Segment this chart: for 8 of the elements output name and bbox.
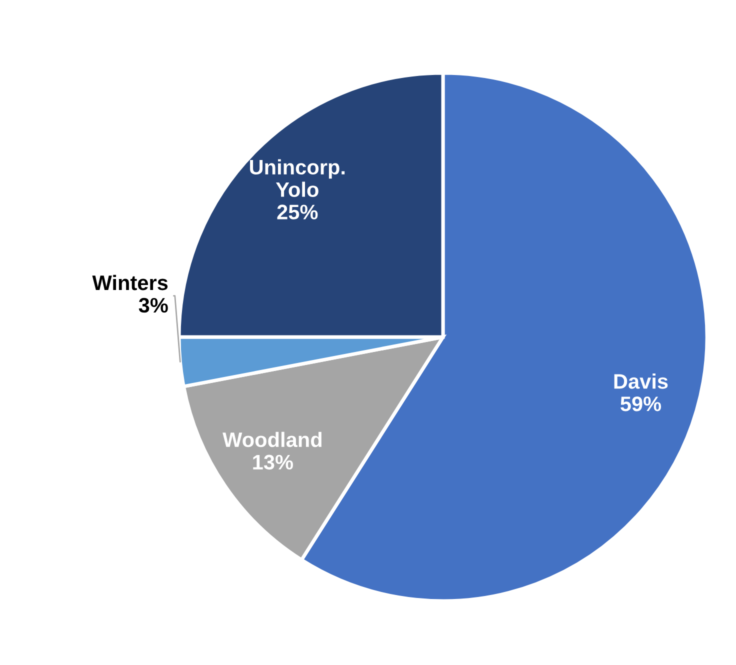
data-label: 59%	[620, 396, 662, 412]
data-label: 3%	[138, 298, 168, 313]
slice-label: Woodland	[222, 432, 322, 448]
data-label: 13%	[253, 454, 293, 470]
slice-label: Unincorp. Yolo	[250, 159, 345, 197]
slice-label: Winters	[92, 274, 168, 290]
slice-label: Davis	[614, 374, 668, 389]
data-label: 25%	[277, 204, 318, 220]
